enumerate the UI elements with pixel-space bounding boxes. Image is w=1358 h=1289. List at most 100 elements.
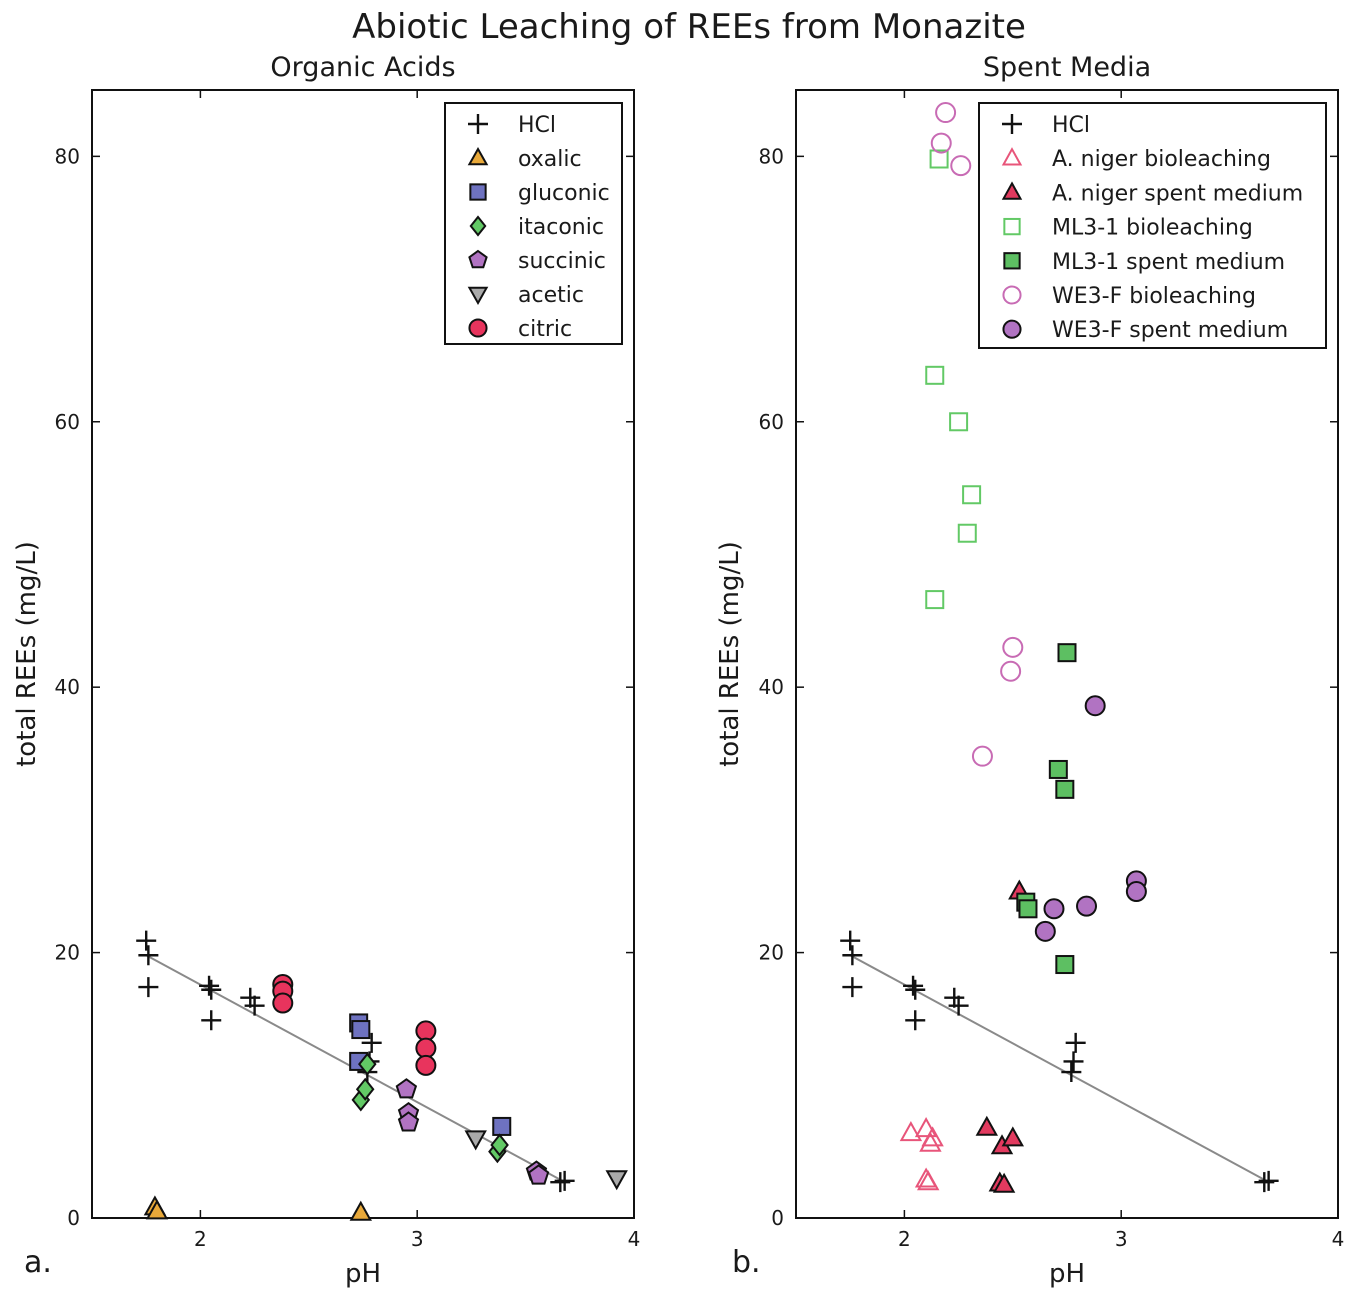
y-tick-label: 0: [67, 1206, 80, 1230]
y-tick-label: 80: [55, 144, 80, 168]
legend-label-itaconic: itaconic: [518, 215, 604, 240]
data-point-hcl: [1063, 1051, 1084, 1072]
figure-title: Abiotic Leaching of REEs from Monazite: [352, 7, 1026, 47]
legend-label-oxalic: oxalic: [518, 147, 582, 172]
data-point-hcl: [840, 930, 861, 951]
legend-marker-oxalic: [467, 146, 489, 166]
data-point-hcl: [905, 979, 926, 1000]
data-point-hcl: [138, 945, 159, 966]
data-point-citric: [415, 1054, 437, 1076]
data-point-hcl: [948, 995, 969, 1016]
series-ml3-1-spent-medium: [1016, 643, 1077, 975]
legend-marker-we3-f-spent-medium: [1002, 319, 1022, 339]
regression-line: [849, 954, 1267, 1182]
legend-label-acetic: acetic: [518, 283, 584, 308]
legend-label-gluconic: gluconic: [518, 181, 610, 206]
data-point-hcl: [1254, 1172, 1275, 1193]
data-point-hcl: [842, 945, 863, 966]
data-point-hcl: [201, 1010, 222, 1031]
panel-b-legend-box: [978, 102, 1327, 349]
data-point-hcl: [550, 1172, 571, 1193]
y-tick-label: 60: [55, 410, 80, 434]
data-point-a-niger-bioleaching: [914, 1117, 938, 1138]
panel-a-xlabel: pH: [345, 1259, 381, 1289]
data-point-oxalic: [349, 1200, 373, 1221]
legend-label-ml3-1-spent-medium: ML3-1 spent medium: [1052, 250, 1285, 275]
data-point-a-niger-spent-medium: [975, 1115, 999, 1136]
data-point-we3-f-bioleaching: [930, 132, 952, 154]
y-tick-label: 20: [759, 941, 784, 965]
data-point-hcl: [1061, 1062, 1082, 1083]
x-tick-label: 3: [411, 1227, 424, 1251]
legend-marker-hcl: [1002, 114, 1022, 134]
series-a-niger-spent-medium: [975, 879, 1031, 1193]
x-tick-label: 3: [1115, 1227, 1128, 1251]
legend-marker-we3-f-bioleaching: [1002, 285, 1022, 305]
data-point-hcl: [842, 977, 863, 998]
data-point-we3-f-spent-medium: [1125, 881, 1147, 903]
legend-marker-ml3-1-spent-medium: [1003, 252, 1021, 270]
panel-b-axes-frame: [795, 89, 1339, 1219]
series-citric: [272, 973, 437, 1076]
x-tick-label: 4: [1332, 1227, 1345, 1251]
legend-label-we3-f-spent-medium: WE3-F spent medium: [1052, 318, 1288, 343]
legend-label-a-niger-spent-medium: A. niger spent medium: [1052, 181, 1303, 206]
legend-marker-hcl: [468, 114, 488, 134]
panel-a-title: Organic Acids: [270, 52, 455, 83]
data-point-ml3-1-spent-medium: [1048, 759, 1068, 779]
data-point-succinic: [397, 1111, 420, 1132]
data-point-we3-f-bioleaching: [971, 745, 993, 767]
x-tick-label: 4: [628, 1227, 641, 1251]
panel-b-title: Spent Media: [983, 52, 1151, 83]
legend-marker-gluconic: [469, 183, 487, 201]
x-tick-label: 2: [898, 1227, 911, 1251]
panel-a-label: a.: [24, 1245, 52, 1280]
data-point-hcl: [554, 1170, 575, 1191]
data-point-acetic: [605, 1170, 628, 1191]
data-point-itaconic: [490, 1133, 509, 1157]
data-point-succinic: [527, 1164, 550, 1185]
panel-a-ylabel: total REEs (mg/L): [12, 541, 42, 767]
data-point-we3-f-spent-medium: [1034, 920, 1056, 942]
data-point-ml3-1-spent-medium: [1057, 643, 1077, 663]
series-hcl: [840, 930, 1279, 1193]
series-a-niger-bioleaching: [899, 1117, 944, 1191]
series-ml3-1-bioleaching: [925, 149, 982, 610]
data-point-hcl: [1065, 1032, 1086, 1053]
legend-label-a-niger-bioleaching: A. niger bioleaching: [1052, 147, 1271, 172]
data-point-hcl: [1258, 1170, 1279, 1191]
data-point-we3-f-bioleaching: [1000, 660, 1022, 682]
series-succinic: [395, 1078, 550, 1185]
panel-b-xlabel: pH: [1049, 1259, 1085, 1289]
series-we3-f-spent-medium: [1034, 695, 1147, 942]
panel-b-legend: HCl A. niger bioleaching A. niger spent me…: [978, 102, 1327, 349]
series-hcl: [136, 930, 575, 1193]
legend-marker-ml3-1-bioleaching: [1003, 217, 1021, 236]
data-point-ml3-1-bioleaching: [925, 590, 945, 610]
data-point-ml3-1-spent-medium: [1055, 955, 1075, 975]
legend-marker-a-niger-spent-medium: [1001, 181, 1023, 200]
legend-label-succinic: succinic: [518, 249, 606, 274]
panel-a-data-points: [136, 930, 628, 1221]
data-point-hcl: [244, 995, 265, 1016]
data-point-citric: [415, 1020, 437, 1042]
legend-marker-itaconic: [469, 215, 487, 237]
data-point-hcl: [240, 987, 261, 1008]
data-point-we3-f-spent-medium: [1043, 898, 1065, 920]
data-point-a-niger-bioleaching: [899, 1121, 923, 1142]
data-point-succinic: [395, 1078, 418, 1099]
data-point-hcl: [905, 1010, 926, 1031]
data-point-hcl: [199, 975, 220, 996]
data-point-hcl: [136, 930, 157, 951]
data-point-we3-f-bioleaching: [1002, 636, 1024, 658]
data-point-hcl: [138, 977, 159, 998]
x-tick-label: 2: [194, 1227, 207, 1251]
data-point-itaconic: [358, 1052, 377, 1076]
legend-marker-citric: [468, 318, 488, 338]
data-point-ml3-1-bioleaching: [957, 523, 977, 543]
legend-label-citric: citric: [518, 317, 572, 342]
data-point-oxalic: [145, 1199, 169, 1220]
legend-label-hcl: HCl: [1052, 113, 1090, 138]
